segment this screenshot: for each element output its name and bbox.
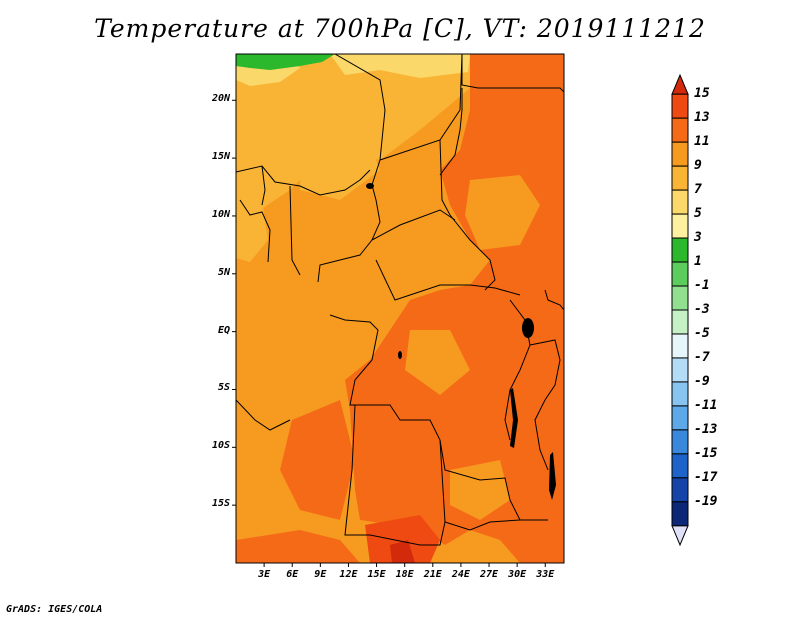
zone-11-13-sw — [236, 530, 360, 563]
colorbar-segment — [671, 165, 689, 191]
lat-label: 20N — [211, 93, 230, 105]
lat-label: 15N — [211, 151, 230, 163]
colorbar-segment — [671, 453, 689, 479]
colorbar-bottom-arrow — [671, 525, 689, 547]
zone-13-15 — [365, 515, 440, 563]
colorbar-segment — [671, 117, 689, 143]
colorbar-label: 9 — [694, 158, 702, 174]
colorbar-segment — [671, 333, 689, 359]
colorbar-label: 15 — [694, 86, 710, 102]
colorbar-segment — [671, 429, 689, 455]
zone-7-9-north — [236, 54, 564, 210]
lat-label: 10S — [211, 440, 230, 452]
axis-ticks — [232, 99, 546, 567]
zone-11-13-west — [280, 400, 355, 520]
lake-malawi — [549, 452, 556, 500]
colorbar-label: -11 — [694, 397, 718, 413]
colorbar-label: -19 — [694, 493, 718, 509]
zone-15-plus — [390, 540, 415, 563]
colorbar-label: -3 — [694, 302, 710, 317]
colorbar-segment — [671, 357, 689, 383]
colorbar-segment — [671, 141, 689, 167]
colorbar-label: -15 — [694, 445, 718, 461]
lake-chad — [366, 183, 374, 189]
colorbar-segment — [671, 213, 689, 239]
lat-label: 15S — [211, 498, 230, 510]
temperature-field — [236, 54, 564, 563]
lon-label: 21E — [423, 569, 442, 580]
colorbar-label: -5 — [694, 325, 710, 341]
colorbar-segment — [671, 285, 689, 311]
lon-label: 33E — [536, 569, 555, 580]
colorbar-label: 11 — [694, 134, 710, 150]
credit-text: GrADS: IGES/COLA — [6, 604, 103, 615]
lon-label: 12E — [339, 569, 358, 580]
zone-7-9-coast — [236, 170, 268, 262]
colorbar-segment — [671, 309, 689, 335]
plot-frame — [235, 53, 565, 564]
lon-label: 3E — [258, 569, 271, 580]
country-borders — [236, 54, 564, 546]
lon-label: 30E — [508, 569, 527, 580]
zone-9-11-sudan — [465, 175, 540, 250]
colorbar-segment — [671, 261, 689, 287]
colorbar-label: -17 — [694, 469, 718, 485]
colorbar-segment — [671, 93, 689, 119]
colorbar-segment — [671, 501, 689, 527]
lat-label: 10N — [211, 208, 230, 220]
colorbar-label: 5 — [694, 206, 702, 222]
lat-label: 5S — [217, 382, 230, 394]
colorbar-label: 1 — [694, 254, 702, 270]
zone-9-11-congo — [405, 330, 470, 395]
colorbar-segment — [671, 189, 689, 215]
zone-9-11-zambia — [450, 460, 510, 520]
map-title: Temperature at 700hPa [C], VT: 201911121… — [94, 14, 706, 43]
zone-5-7-north — [330, 54, 470, 78]
colorbar-top-arrow — [671, 73, 689, 95]
colorbar-segment — [671, 477, 689, 503]
colorbar-label: -1 — [694, 278, 710, 294]
colorbar-segment — [671, 237, 689, 263]
colorbar-label: -9 — [694, 373, 710, 389]
zone-1-3 — [236, 54, 335, 70]
lake-victoria — [522, 318, 534, 338]
colorbar-segment — [671, 405, 689, 431]
lon-label: 27E — [479, 569, 499, 580]
lon-label: 15E — [367, 569, 386, 580]
lon-label: 9E — [314, 569, 327, 580]
lake-tanganyika — [510, 388, 518, 448]
lon-label: 24E — [451, 569, 470, 580]
colorbar-label: -7 — [694, 349, 710, 365]
colorbar-label: 3 — [694, 230, 702, 246]
lat-label: 5N — [217, 266, 230, 278]
colorbar-segment — [671, 381, 689, 407]
colorbar — [671, 73, 689, 547]
lon-label: 6E — [286, 569, 299, 580]
lon-label: 18E — [395, 569, 414, 580]
colorbar-label: 13 — [694, 110, 710, 126]
lakes — [366, 183, 556, 500]
colorbar-label: 7 — [694, 182, 702, 198]
lake-congo — [398, 351, 402, 359]
colorbar-label: -13 — [694, 421, 718, 437]
lat-label: EQ — [217, 324, 230, 336]
